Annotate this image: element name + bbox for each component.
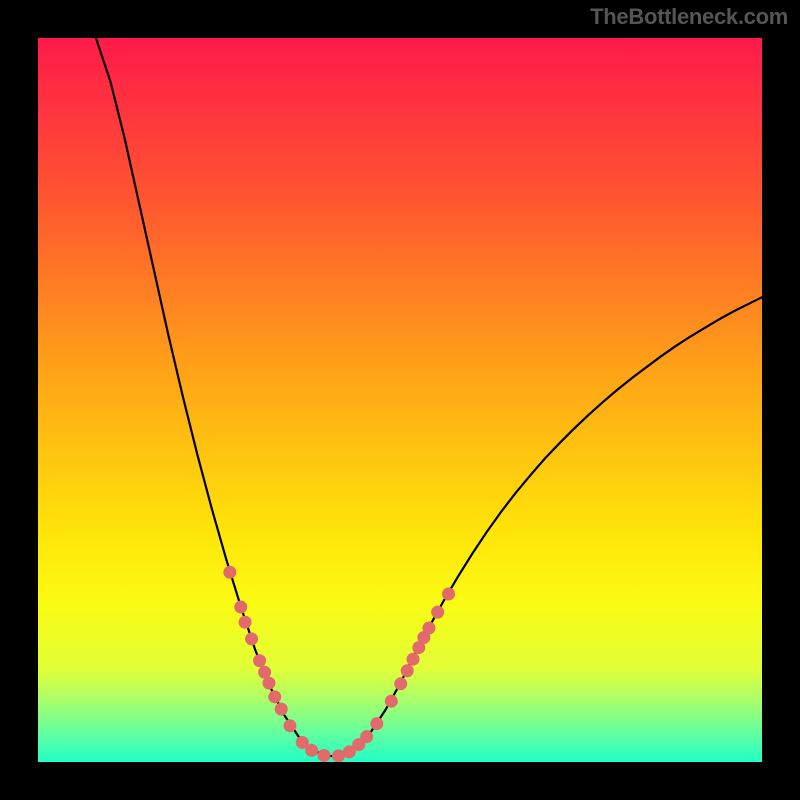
curve-svg [38, 38, 762, 762]
marker-dot [305, 744, 318, 757]
marker-dot [268, 690, 281, 703]
marker-dot [431, 606, 444, 619]
plot-area [38, 38, 762, 762]
marker-dot [253, 654, 266, 667]
marker-dot [275, 703, 288, 716]
marker-dot [234, 601, 247, 614]
bottleneck-curve [96, 38, 762, 756]
marker-dot [385, 695, 398, 708]
marker-dot [407, 653, 420, 666]
marker-dot [370, 717, 383, 730]
marker-dot [262, 677, 275, 690]
marker-dot [401, 664, 414, 677]
marker-dot [442, 588, 455, 601]
marker-dot [239, 616, 252, 629]
chart-container: TheBottleneck.com [0, 0, 800, 800]
marker-dots-group [223, 566, 455, 762]
marker-dot [360, 730, 373, 743]
marker-dot [223, 566, 236, 579]
watermark-text: TheBottleneck.com [590, 4, 788, 30]
marker-dot [422, 622, 435, 635]
marker-dot [283, 719, 296, 732]
marker-dot [394, 677, 407, 690]
marker-dot [317, 749, 330, 762]
marker-dot [245, 632, 258, 645]
